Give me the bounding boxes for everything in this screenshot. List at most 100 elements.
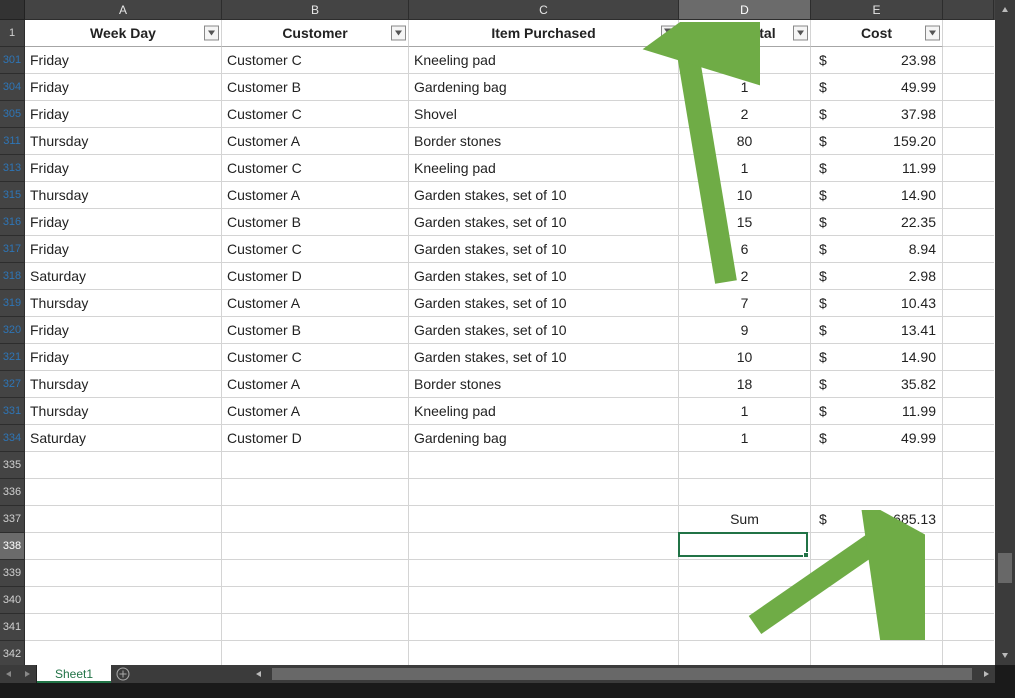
vscroll-track[interactable]: [995, 20, 1015, 645]
row-header-331[interactable]: 331: [0, 398, 25, 425]
cell-blank-336-4[interactable]: [811, 479, 943, 506]
scroll-up-button[interactable]: [995, 0, 1015, 20]
cell-blank[interactable]: [943, 587, 994, 614]
cell-item-315[interactable]: Garden stakes, set of 10: [409, 182, 679, 209]
cell-qty-311[interactable]: 80: [679, 128, 811, 155]
cell-day-301[interactable]: Friday: [25, 47, 222, 74]
hscroll-track[interactable]: [268, 665, 977, 683]
row-header-335[interactable]: 335: [0, 452, 25, 479]
sheet-tab[interactable]: Sheet1: [37, 665, 111, 683]
cell-qty-305[interactable]: 2: [679, 101, 811, 128]
cell-customer-318[interactable]: Customer D: [222, 263, 409, 290]
header-cell-A[interactable]: Week Day: [25, 20, 222, 47]
cell-340-0[interactable]: [25, 587, 222, 614]
cell-customer-331[interactable]: Customer A: [222, 398, 409, 425]
cell-item-327[interactable]: Border stones: [409, 371, 679, 398]
cell-item-313[interactable]: Kneeling pad: [409, 155, 679, 182]
cell-item-316[interactable]: Garden stakes, set of 10: [409, 209, 679, 236]
cell-340-1[interactable]: [222, 587, 409, 614]
cell-qty-334[interactable]: 1: [679, 425, 811, 452]
cell-cost-305[interactable]: $37.98: [811, 101, 943, 128]
cell-day-304[interactable]: Friday: [25, 74, 222, 101]
cell-339-1[interactable]: [222, 560, 409, 587]
cell-day-320[interactable]: Friday: [25, 317, 222, 344]
row-header-341[interactable]: 341: [0, 614, 25, 641]
cell-blank-335-3[interactable]: [679, 452, 811, 479]
cell-customer-320[interactable]: Customer B: [222, 317, 409, 344]
cell-cost-334[interactable]: $49.99: [811, 425, 943, 452]
scroll-down-button[interactable]: [995, 645, 1015, 665]
cell-customer-311[interactable]: Customer A: [222, 128, 409, 155]
cell-cost-301[interactable]: $23.98: [811, 47, 943, 74]
vertical-scrollbar[interactable]: [995, 0, 1015, 665]
tab-nav-prev[interactable]: [0, 665, 18, 683]
cell-cost-331[interactable]: $11.99: [811, 398, 943, 425]
cell-blank[interactable]: [943, 209, 994, 236]
row-header-318[interactable]: 318: [0, 263, 25, 290]
cell-item-311[interactable]: Border stones: [409, 128, 679, 155]
cell-day-318[interactable]: Saturday: [25, 263, 222, 290]
cell-339-4[interactable]: [811, 560, 943, 587]
cell-customer-334[interactable]: Customer D: [222, 425, 409, 452]
header-cell-E[interactable]: Cost: [811, 20, 943, 47]
cell-338-2[interactable]: [409, 533, 679, 560]
cell-341-1[interactable]: [222, 614, 409, 641]
cell-340-4[interactable]: [811, 587, 943, 614]
cell-340-2[interactable]: [409, 587, 679, 614]
cell-blank[interactable]: [222, 506, 409, 533]
hscroll-thumb[interactable]: [272, 668, 972, 680]
cell-qty-331[interactable]: 1: [679, 398, 811, 425]
cell-blank-336-0[interactable]: [25, 479, 222, 506]
cell-341-4[interactable]: [811, 614, 943, 641]
row-header-317[interactable]: 317: [0, 236, 25, 263]
cell-qty-304[interactable]: 1: [679, 74, 811, 101]
cell-customer-317[interactable]: Customer C: [222, 236, 409, 263]
cell-342-4[interactable]: [811, 641, 943, 668]
cell-qty-301[interactable]: 2: [679, 47, 811, 74]
cell-cost-315[interactable]: $14.90: [811, 182, 943, 209]
cell-338-4[interactable]: [811, 533, 943, 560]
cell-qty-317[interactable]: 6: [679, 236, 811, 263]
cell-blank[interactable]: [409, 506, 679, 533]
scroll-right-button[interactable]: [977, 665, 995, 683]
cell-341-3[interactable]: [679, 614, 811, 641]
row-header-337[interactable]: 337: [0, 506, 25, 533]
cell-blank[interactable]: [943, 641, 994, 668]
cell-customer-316[interactable]: Customer B: [222, 209, 409, 236]
cell-341-0[interactable]: [25, 614, 222, 641]
cell-item-319[interactable]: Garden stakes, set of 10: [409, 290, 679, 317]
row-header-1[interactable]: 1: [0, 20, 25, 47]
cell-blank-335-4[interactable]: [811, 452, 943, 479]
filter-dropdown-icon[interactable]: [391, 26, 406, 41]
cell-day-334[interactable]: Saturday: [25, 425, 222, 452]
cell-342-3[interactable]: [679, 641, 811, 668]
column-header-trailing[interactable]: [943, 0, 994, 20]
cell-blank[interactable]: [943, 452, 994, 479]
add-sheet-button[interactable]: [111, 665, 135, 683]
cell-342-0[interactable]: [25, 641, 222, 668]
cell-item-334[interactable]: Gardening bag: [409, 425, 679, 452]
cell-item-317[interactable]: Garden stakes, set of 10: [409, 236, 679, 263]
cell-cost-313[interactable]: $11.99: [811, 155, 943, 182]
cell-cost-320[interactable]: $13.41: [811, 317, 943, 344]
cell-item-304[interactable]: Gardening bag: [409, 74, 679, 101]
cell-340-3[interactable]: [679, 587, 811, 614]
cell-338-0[interactable]: [25, 533, 222, 560]
cell-qty-313[interactable]: 1: [679, 155, 811, 182]
cell-qty-316[interactable]: 15: [679, 209, 811, 236]
row-header-342[interactable]: 342: [0, 641, 25, 668]
cell-cost-304[interactable]: $49.99: [811, 74, 943, 101]
cell-blank[interactable]: [943, 128, 994, 155]
cell-customer-305[interactable]: Customer C: [222, 101, 409, 128]
cell-day-321[interactable]: Friday: [25, 344, 222, 371]
cell-339-0[interactable]: [25, 560, 222, 587]
cell-customer-321[interactable]: Customer C: [222, 344, 409, 371]
cell-customer-301[interactable]: Customer C: [222, 47, 409, 74]
cell-day-316[interactable]: Friday: [25, 209, 222, 236]
cell-item-321[interactable]: Garden stakes, set of 10: [409, 344, 679, 371]
cell-blank[interactable]: [943, 263, 994, 290]
vscroll-thumb[interactable]: [998, 553, 1012, 583]
cell-blank[interactable]: [943, 479, 994, 506]
cell-blank[interactable]: [943, 425, 994, 452]
cell-blank-336-2[interactable]: [409, 479, 679, 506]
